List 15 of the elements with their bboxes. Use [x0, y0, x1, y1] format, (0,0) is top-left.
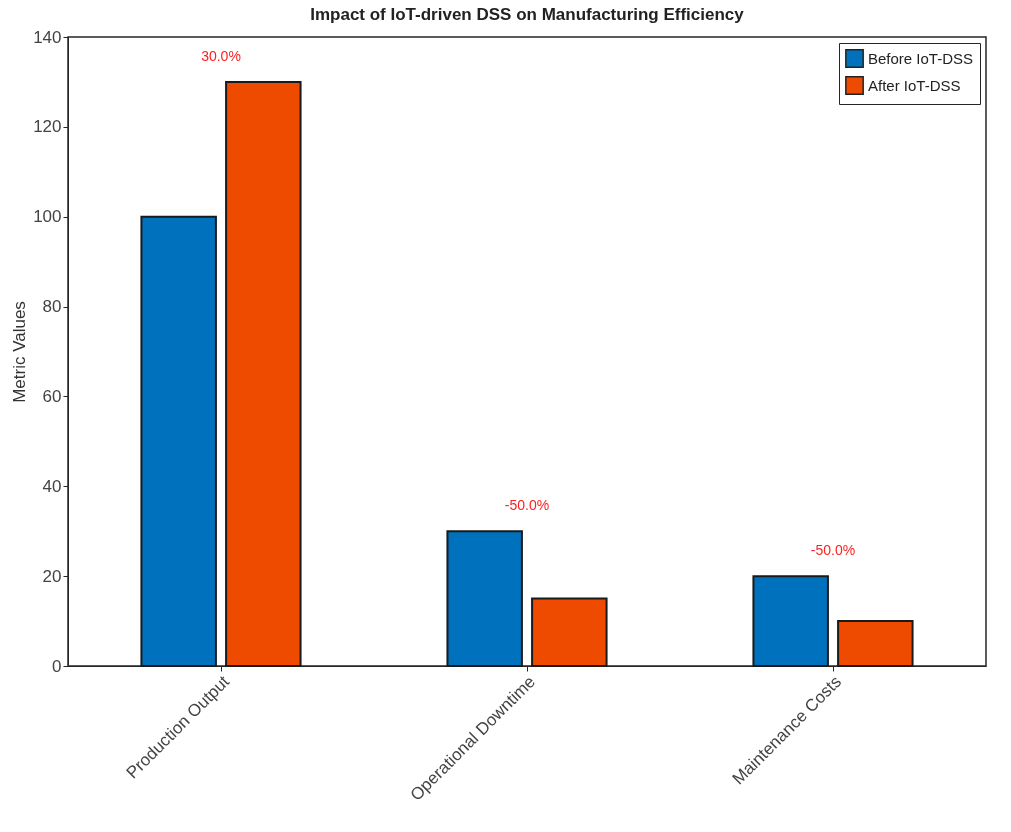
y-tick-label: 100 — [33, 207, 62, 227]
y-tick-label: 40 — [42, 476, 62, 496]
y-tick-label: 20 — [42, 566, 62, 586]
annotation: -50.0% — [810, 542, 856, 559]
y-tick-label: 80 — [42, 297, 62, 317]
annotation: -50.0% — [504, 497, 550, 514]
y-tick-label: 60 — [42, 386, 62, 406]
y-tick-label: 120 — [33, 117, 62, 137]
y-tick-label: 140 — [33, 27, 62, 47]
legend-label: Before IoT-DSS — [868, 49, 974, 67]
y-tick-label: 0 — [52, 656, 62, 676]
y-axis-title: Metric Values — [10, 301, 30, 403]
annotation: 30.0% — [201, 47, 241, 64]
chart-title: Impact of IoT-driven DSS on Manufacturing Efficiency — [310, 5, 745, 24]
legend-label: After IoT-DSS — [868, 76, 961, 94]
